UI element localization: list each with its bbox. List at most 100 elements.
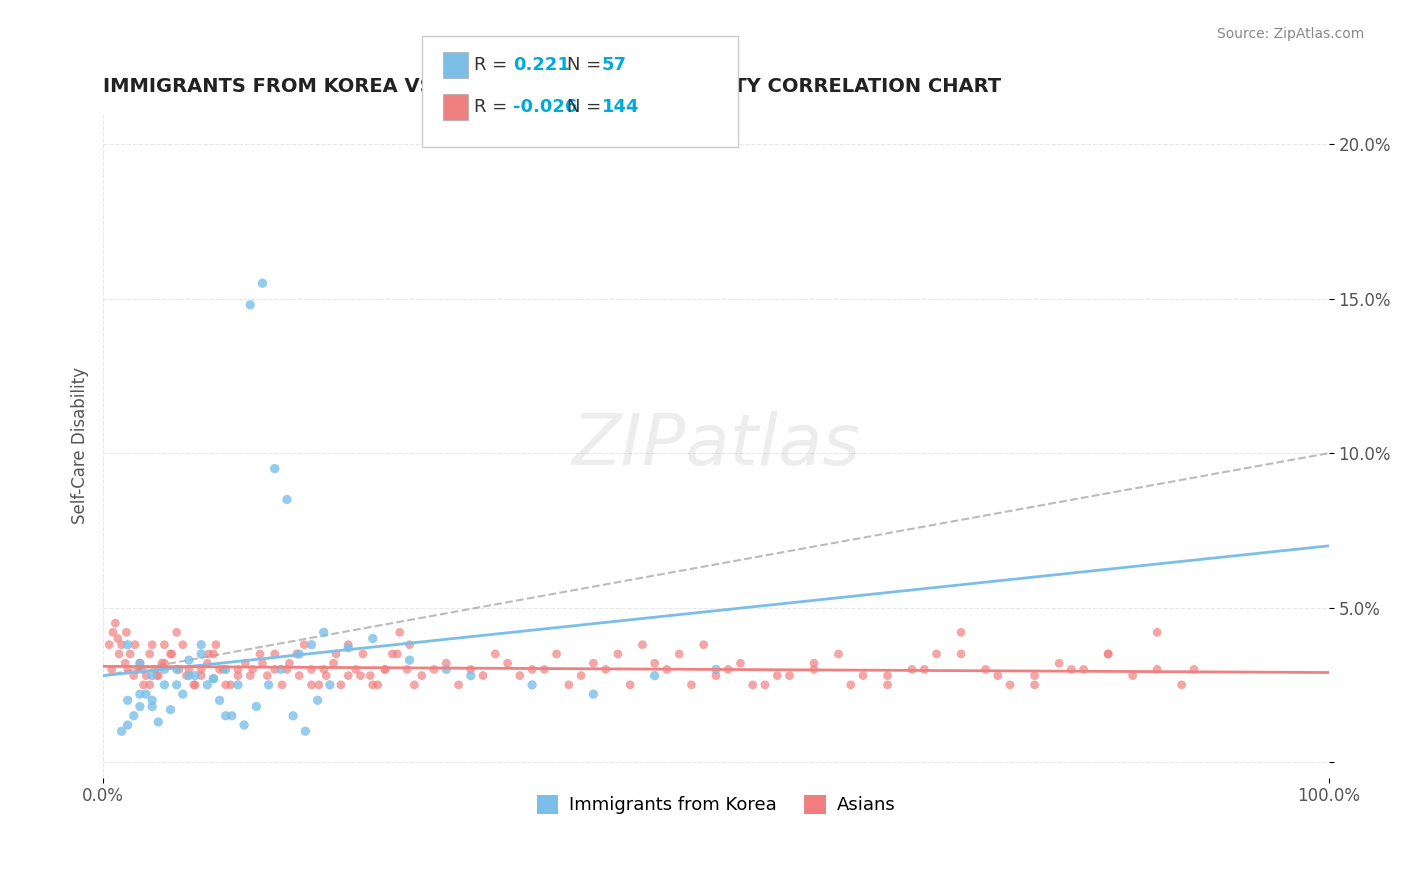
Point bbox=[655, 662, 678, 676]
Point bbox=[294, 724, 316, 739]
Point bbox=[108, 647, 131, 661]
Point bbox=[447, 678, 470, 692]
Point bbox=[202, 672, 225, 686]
Point bbox=[242, 662, 264, 676]
Point bbox=[704, 662, 727, 676]
Point bbox=[195, 657, 218, 671]
Point bbox=[319, 678, 342, 692]
Point bbox=[239, 298, 262, 312]
Point bbox=[631, 638, 654, 652]
Point bbox=[190, 662, 212, 676]
Point bbox=[520, 662, 543, 676]
Point bbox=[215, 708, 238, 723]
Point bbox=[177, 668, 200, 682]
Point bbox=[460, 662, 482, 676]
Text: N =: N = bbox=[567, 98, 606, 116]
Point bbox=[110, 724, 132, 739]
Point bbox=[998, 678, 1021, 692]
Point bbox=[127, 662, 149, 676]
Point bbox=[172, 687, 194, 701]
Point bbox=[367, 678, 389, 692]
Point bbox=[619, 678, 641, 692]
Point bbox=[159, 647, 181, 661]
Point bbox=[184, 678, 207, 692]
Point bbox=[153, 662, 176, 676]
Point bbox=[876, 668, 898, 682]
Point bbox=[312, 662, 335, 676]
Point bbox=[138, 647, 160, 661]
Point bbox=[852, 668, 875, 682]
Point bbox=[974, 662, 997, 676]
Point bbox=[307, 693, 329, 707]
Point bbox=[184, 668, 207, 682]
Point bbox=[110, 638, 132, 652]
Point bbox=[901, 662, 924, 676]
Point bbox=[285, 647, 308, 661]
Point bbox=[263, 662, 285, 676]
Point bbox=[146, 668, 169, 682]
Point bbox=[215, 678, 238, 692]
Point bbox=[925, 647, 948, 661]
Point bbox=[312, 625, 335, 640]
Point bbox=[288, 647, 311, 661]
Point bbox=[1182, 662, 1205, 676]
Point bbox=[388, 625, 411, 640]
Point bbox=[138, 678, 160, 692]
Point bbox=[876, 678, 898, 692]
Point bbox=[1073, 662, 1095, 676]
Point bbox=[239, 668, 262, 682]
Point bbox=[1146, 662, 1168, 676]
Point bbox=[202, 647, 225, 661]
Point bbox=[460, 668, 482, 682]
Point bbox=[569, 668, 592, 682]
Point bbox=[195, 678, 218, 692]
Point bbox=[779, 668, 801, 682]
Text: ZIPatlas: ZIPatlas bbox=[571, 411, 860, 480]
Point bbox=[1122, 668, 1144, 682]
Point bbox=[704, 668, 727, 682]
Point bbox=[325, 647, 347, 661]
Point bbox=[803, 662, 825, 676]
Point bbox=[153, 678, 176, 692]
Point bbox=[226, 662, 249, 676]
Point bbox=[98, 638, 121, 652]
Point bbox=[233, 657, 256, 671]
Point bbox=[595, 662, 617, 676]
Point bbox=[107, 632, 129, 646]
Point bbox=[434, 662, 457, 676]
Point bbox=[374, 662, 396, 676]
Point bbox=[292, 638, 315, 652]
Point bbox=[582, 657, 605, 671]
Point bbox=[143, 662, 166, 676]
Point bbox=[301, 662, 323, 676]
Point bbox=[117, 638, 139, 652]
Point bbox=[681, 678, 703, 692]
Point bbox=[411, 668, 433, 682]
Text: 144: 144 bbox=[602, 98, 640, 116]
Point bbox=[183, 678, 205, 692]
Point bbox=[153, 638, 176, 652]
Point bbox=[1024, 668, 1046, 682]
Point bbox=[167, 662, 190, 676]
Point bbox=[153, 657, 176, 671]
Point bbox=[1170, 678, 1192, 692]
Point bbox=[509, 668, 531, 682]
Point bbox=[150, 657, 173, 671]
Point bbox=[208, 693, 231, 707]
Point bbox=[129, 657, 152, 671]
Point bbox=[398, 653, 420, 667]
Text: -0.026: -0.026 bbox=[513, 98, 578, 116]
Point bbox=[219, 678, 242, 692]
Point bbox=[644, 657, 666, 671]
Point bbox=[754, 678, 776, 692]
Point bbox=[558, 678, 581, 692]
Point bbox=[308, 678, 330, 692]
Point bbox=[160, 647, 183, 661]
Point bbox=[100, 662, 122, 676]
Point bbox=[115, 625, 138, 640]
Point bbox=[1047, 657, 1070, 671]
Text: N =: N = bbox=[567, 56, 606, 74]
Point bbox=[141, 638, 163, 652]
Point bbox=[257, 678, 280, 692]
Point bbox=[226, 678, 249, 692]
